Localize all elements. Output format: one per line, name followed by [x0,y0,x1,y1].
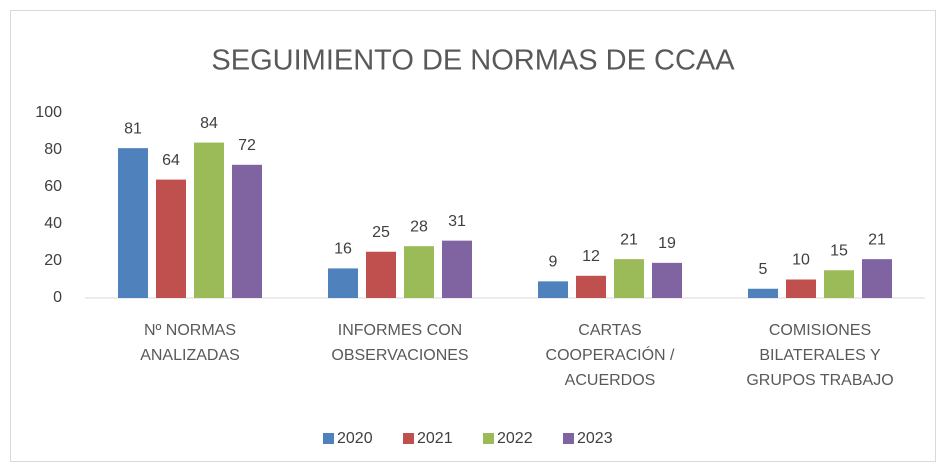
bar [538,281,568,298]
legend-swatch [323,433,334,444]
x-tick-label: CARTAS COOPERACIÓN / ACUERDOS [546,322,675,389]
bar [824,270,854,298]
bar [194,142,224,298]
y-tick-label: 20 [44,252,62,269]
data-label: 84 [200,115,218,132]
chart-title: SEGUIMIENTO DE NORMAS DE CCAA [211,45,735,77]
bar [576,275,606,298]
bar [748,288,778,298]
y-tick-label: 40 [44,215,62,232]
data-label: 16 [334,241,352,258]
bar [232,164,262,298]
legend-swatch [483,433,494,444]
data-label: 15 [830,242,848,259]
bar [652,262,682,298]
data-label: 31 [448,213,466,230]
bar [328,268,358,298]
bar [118,148,148,298]
data-label: 21 [868,231,886,248]
data-label: 10 [792,252,810,269]
bar [156,179,186,298]
bar [786,279,816,298]
chart-border [10,10,936,462]
data-label: 21 [620,231,638,248]
data-label: 25 [372,224,390,241]
y-tick-label: 100 [35,104,62,121]
data-label: 64 [162,152,180,169]
legend-label: 2021 [417,430,453,447]
x-tick-label: INFORMES CON OBSERVACIONES [331,322,468,364]
bar [404,246,434,298]
data-label: 72 [238,137,256,154]
data-label: 12 [582,248,600,265]
y-tick-label: 80 [44,141,62,158]
bar [862,259,892,298]
x-tick-label: COMISIONES BILATERALES Y GRUPOS TRABAJO [746,322,893,389]
bar [366,251,396,298]
data-label: 9 [549,254,558,271]
y-tick-label: 0 [53,289,62,306]
legend-label: 2022 [497,430,533,447]
y-tick-label: 60 [44,178,62,195]
bar [614,259,644,298]
data-label: 81 [124,120,142,137]
data-label: 19 [658,235,676,252]
legend-label: 2020 [337,430,373,447]
legend-swatch [563,433,574,444]
legend-swatch [403,433,414,444]
x-tick-label: Nº NORMAS ANALIZADAS [140,322,240,364]
data-label: 5 [759,261,768,278]
bar [442,240,472,298]
data-label: 28 [410,218,428,235]
legend-label: 2023 [577,430,613,447]
